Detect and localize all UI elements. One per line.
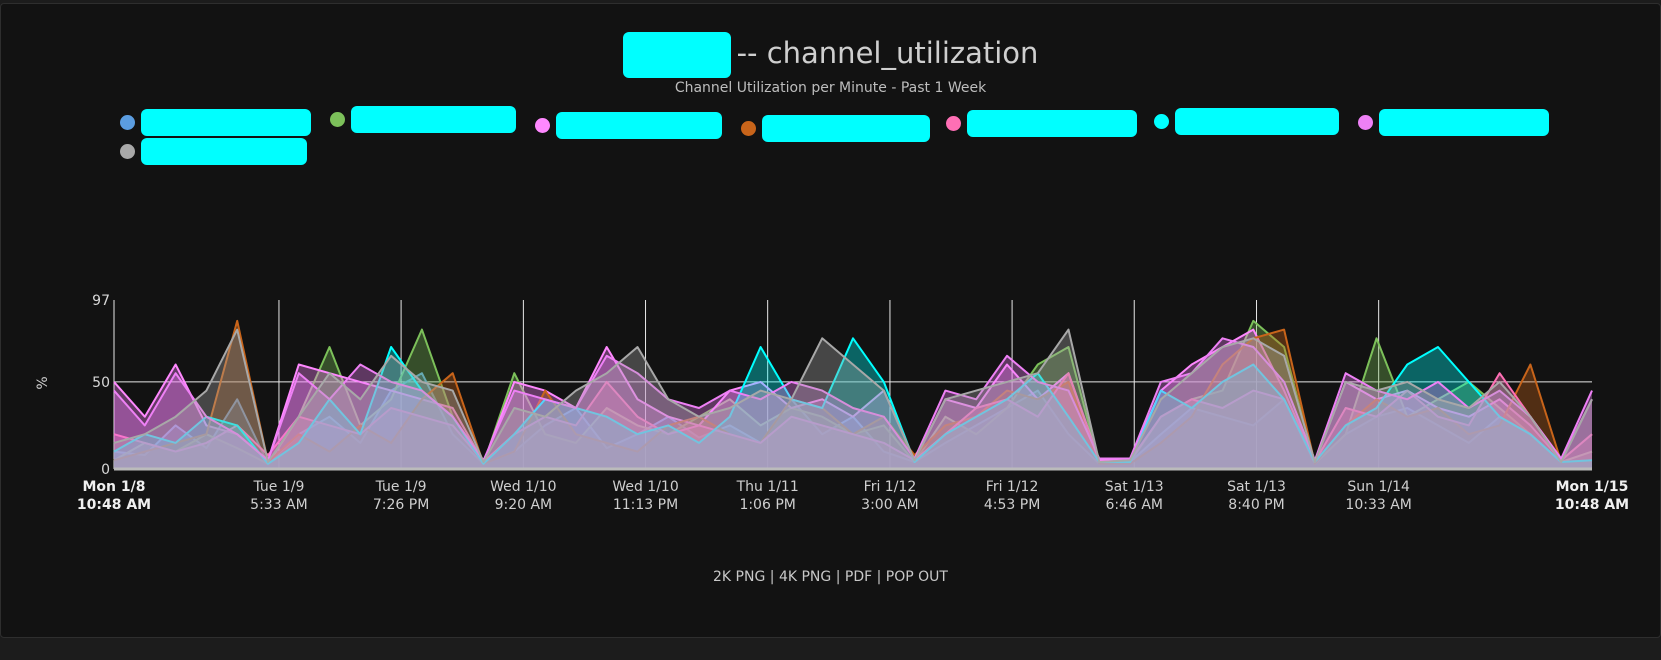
x-tick-label: Thu 1/11 xyxy=(736,479,799,495)
series-area xyxy=(114,320,1592,469)
x-tick-label: 9:20 AM xyxy=(495,497,553,513)
chart-subtitle: Channel Utilization per Minute - Past 1 … xyxy=(674,80,987,96)
x-tick-label: Tue 1/9 xyxy=(253,479,305,495)
legend-color-dot-icon xyxy=(330,111,345,127)
series-area xyxy=(114,373,1592,469)
legend-item[interactable] xyxy=(330,104,516,134)
x-tick-label: Tue 1/9 xyxy=(375,479,427,495)
separator: | xyxy=(765,569,779,585)
x-tick-label: Sun 1/14 xyxy=(1347,479,1410,495)
chart-title: -- channel_utilization xyxy=(0,32,1661,78)
y-tick-label: 50 xyxy=(92,375,110,391)
x-tick-label: 4:53 PM xyxy=(984,497,1040,513)
x-tick-label: 11:13 PM xyxy=(613,497,678,513)
x-tick-label: 6:46 AM xyxy=(1105,497,1163,513)
redacted-series-name xyxy=(967,109,1137,137)
redacted-series-name xyxy=(1379,108,1549,136)
x-tick-label: Mon 1/15 xyxy=(1556,479,1629,495)
redacted-series-name xyxy=(556,111,722,139)
redacted-series-name xyxy=(1175,107,1339,135)
series-line xyxy=(113,337,1593,462)
legend-item[interactable] xyxy=(535,110,722,140)
x-tick-label: Mon 1/8 xyxy=(83,479,146,495)
redacted-series-name xyxy=(351,105,516,133)
legend-item[interactable] xyxy=(946,108,1137,138)
redacted-series-name xyxy=(141,137,307,165)
legend-color-dot-icon xyxy=(535,117,550,133)
x-tick-label: Fri 1/12 xyxy=(864,479,917,495)
title-text: -- channel_utilization xyxy=(736,36,1039,70)
x-tick-label: Sat 1/13 xyxy=(1105,479,1164,495)
x-tick-label: 10:48 AM xyxy=(1555,497,1629,513)
export-2k-png-link[interactable]: 2K PNG xyxy=(713,569,766,585)
y-tick-label: 0 xyxy=(101,462,110,478)
x-tick-label: 10:33 AM xyxy=(1345,497,1411,513)
series-area xyxy=(114,338,1592,469)
separator: | xyxy=(872,569,886,585)
legend-color-dot-icon xyxy=(1154,113,1169,129)
export-pdf-link[interactable]: PDF xyxy=(844,569,873,585)
pop-out-link[interactable]: POP OUT xyxy=(885,569,948,585)
x-tick-label: 1:06 PM xyxy=(739,497,795,513)
legend-color-dot-icon xyxy=(1358,114,1373,130)
x-tick-label: 8:40 PM xyxy=(1228,497,1284,513)
separator: | xyxy=(831,569,845,585)
x-tick-label: 3:00 AM xyxy=(861,497,919,513)
series-line xyxy=(113,337,1593,465)
x-tick-label: Fri 1/12 xyxy=(986,479,1039,495)
series-area xyxy=(114,329,1592,469)
legend-color-dot-icon xyxy=(946,115,961,131)
y-axis-label: % xyxy=(35,376,51,389)
redacted-series-name xyxy=(762,114,930,142)
export-4k-png-link[interactable]: 4K PNG xyxy=(778,569,832,585)
redacted-title-prefix xyxy=(622,32,731,78)
x-tick-label: 10:48 AM xyxy=(77,497,151,513)
legend-item[interactable] xyxy=(1154,106,1339,136)
legend-color-dot-icon xyxy=(120,114,135,130)
legend-item[interactable] xyxy=(120,136,307,166)
export-links: 2K PNG | 4K PNG | PDF | POP OUT xyxy=(0,569,1661,585)
y-tick-label: 97 xyxy=(92,293,110,309)
legend-item[interactable] xyxy=(120,107,311,137)
series-area xyxy=(114,338,1592,469)
series-area xyxy=(114,373,1592,469)
series-area xyxy=(114,320,1592,469)
series-line xyxy=(113,328,1593,463)
x-tick-label: Wed 1/10 xyxy=(490,479,556,495)
x-tick-label: Sat 1/13 xyxy=(1227,479,1286,495)
x-tick-label: 5:33 AM xyxy=(250,497,308,513)
x-tick-label: 7:26 PM xyxy=(373,497,429,513)
legend-color-dot-icon xyxy=(741,120,756,136)
legend-color-dot-icon xyxy=(120,143,135,159)
x-tick-label: Wed 1/10 xyxy=(612,479,678,495)
legend-item[interactable] xyxy=(1358,107,1549,137)
redacted-series-name xyxy=(141,108,311,136)
legend-item[interactable] xyxy=(741,113,930,143)
